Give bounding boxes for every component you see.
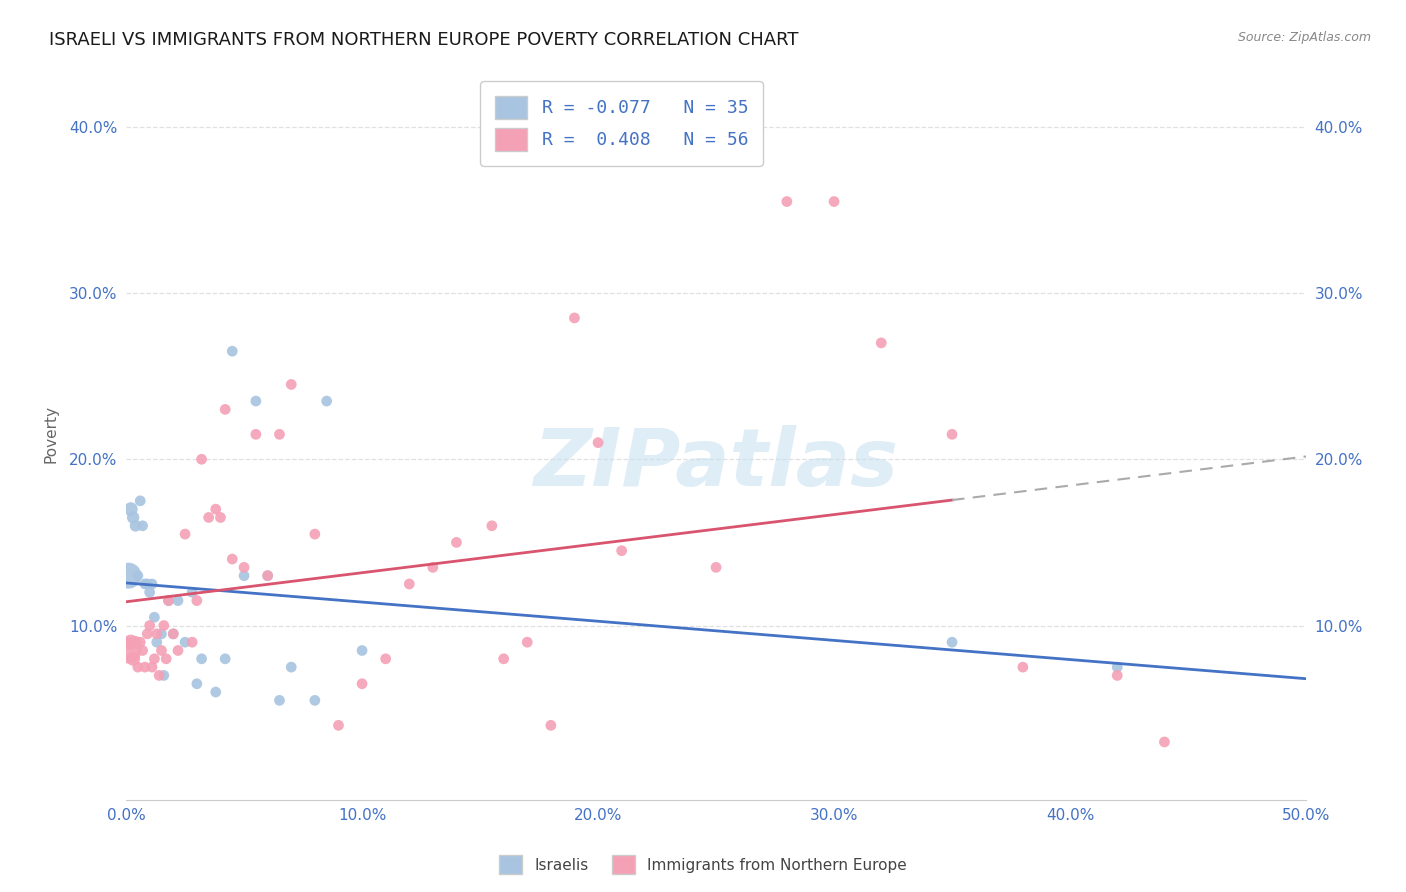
Point [1153,735,1175,749]
Point [941,635,963,649]
Point [586,435,609,450]
Point [157,593,180,607]
Point [823,194,845,209]
Text: ZIPatlas: ZIPatlas [533,425,898,502]
Point [304,693,326,707]
Point [564,310,586,325]
Point [374,652,396,666]
Point [1107,668,1129,682]
Point [131,518,153,533]
Point [117,643,139,657]
Y-axis label: Poverty: Poverty [44,405,58,463]
Legend: R = -0.077   N = 35, R =  0.408   N = 56: R = -0.077 N = 35, R = 0.408 N = 56 [481,81,763,166]
Legend: Israelis, Immigrants from Northern Europe: Israelis, Immigrants from Northern Europ… [494,849,912,880]
Text: Source: ZipAtlas.com: Source: ZipAtlas.com [1237,31,1371,45]
Point [221,552,243,566]
Point [209,510,232,524]
Point [221,344,243,359]
Point [167,643,190,657]
Point [167,593,190,607]
Point [190,652,212,666]
Point [204,685,226,699]
Point [141,660,163,674]
Point [540,718,562,732]
Point [776,194,799,209]
Point [148,668,170,682]
Point [174,635,197,649]
Point [256,568,278,582]
Point [145,635,167,649]
Point [233,560,256,574]
Point [127,568,149,582]
Point [181,585,204,599]
Point [214,652,236,666]
Point [280,660,302,674]
Point [204,502,226,516]
Point [870,335,893,350]
Point [120,635,142,649]
Point [127,660,149,674]
Text: ISRAELI VS IMMIGRANTS FROM NORTHERN EUROPE POVERTY CORRELATION CHART: ISRAELI VS IMMIGRANTS FROM NORTHERN EURO… [49,31,799,49]
Point [136,577,159,591]
Point [141,577,163,591]
Point [150,627,173,641]
Point [136,627,159,641]
Point [328,718,350,732]
Point [352,677,374,691]
Point [516,635,538,649]
Point [145,627,167,641]
Point [941,427,963,442]
Point [138,618,160,632]
Point [245,394,267,409]
Point [315,394,337,409]
Point [186,677,208,691]
Point [269,427,291,442]
Point [134,660,156,674]
Point [174,527,197,541]
Point [181,635,204,649]
Point [129,635,152,649]
Point [352,643,374,657]
Point [157,593,180,607]
Point [256,568,278,582]
Point [129,493,152,508]
Point [153,668,176,682]
Point [131,643,153,657]
Point [245,427,267,442]
Point [124,518,146,533]
Point [610,543,633,558]
Point [153,618,176,632]
Point [134,577,156,591]
Point [186,593,208,607]
Point [492,652,515,666]
Point [481,518,503,533]
Point [233,568,256,582]
Point [197,510,219,524]
Point [190,452,212,467]
Point [280,377,302,392]
Point [704,560,727,574]
Point [122,652,145,666]
Point [304,527,326,541]
Point [162,627,184,641]
Point [150,643,173,657]
Point [143,652,166,666]
Point [162,627,184,641]
Point [269,693,291,707]
Point [214,402,236,417]
Point [117,568,139,582]
Point [1011,660,1033,674]
Point [422,560,444,574]
Point [1107,660,1129,674]
Point [155,652,177,666]
Point [143,610,166,624]
Point [446,535,468,549]
Point [122,510,145,524]
Point [124,635,146,649]
Point [138,585,160,599]
Point [120,502,142,516]
Point [398,577,420,591]
